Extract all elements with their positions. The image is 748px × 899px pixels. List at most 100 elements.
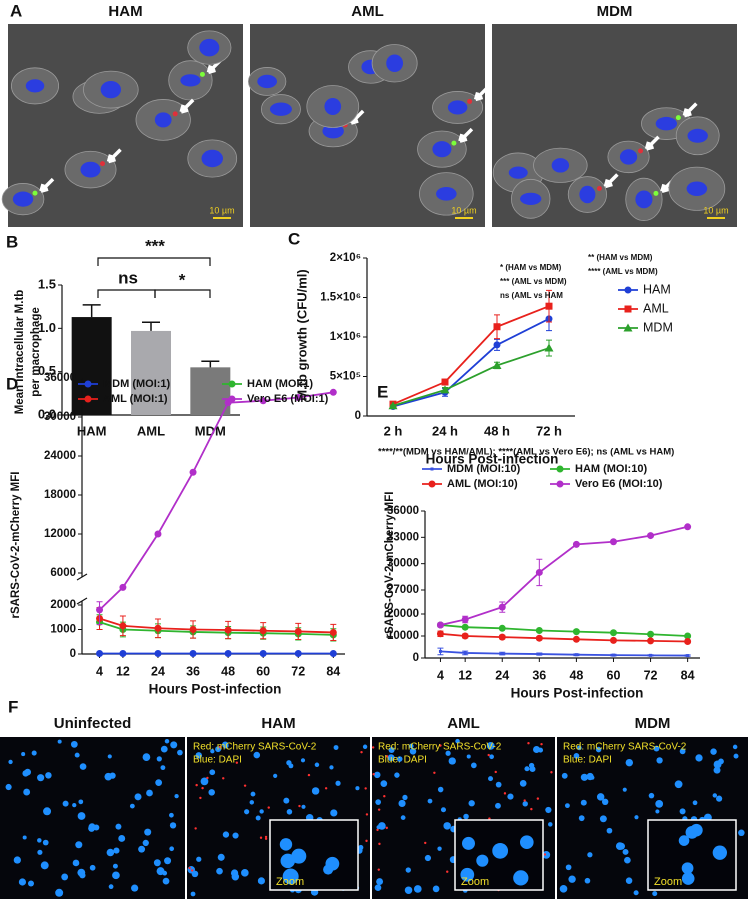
image-title: MDM xyxy=(635,715,671,732)
nucleus xyxy=(679,808,686,815)
x-tick-label: 84 xyxy=(681,668,695,682)
nucleus xyxy=(191,870,199,878)
x-tick-label: 4 xyxy=(437,668,444,682)
annotation: ****/**(MDM vs HAM/AML); ****(AML vs Ver… xyxy=(378,447,674,458)
nucleus xyxy=(486,741,495,750)
nucleus xyxy=(196,856,202,862)
data-point xyxy=(498,603,506,611)
scale-bar-label: 10 µm xyxy=(209,205,234,215)
virus xyxy=(188,866,191,870)
nucleus xyxy=(244,809,250,815)
nucleus xyxy=(564,803,570,809)
nucleus xyxy=(362,744,368,749)
nucleus xyxy=(579,185,596,204)
data-point xyxy=(647,630,655,638)
nucleus xyxy=(253,751,261,759)
nucleus xyxy=(324,98,342,115)
nucleus xyxy=(31,750,37,756)
nucleus xyxy=(288,763,294,769)
virus xyxy=(298,804,301,808)
nucleus xyxy=(291,848,307,864)
data-point xyxy=(556,465,564,473)
data-point xyxy=(647,532,655,540)
data-point xyxy=(556,480,564,488)
data-point xyxy=(329,388,337,396)
nucleus xyxy=(12,191,34,207)
nucleus xyxy=(561,772,568,779)
y-axis-label: M.tb growth (CFU/ml) xyxy=(294,269,309,400)
arrow xyxy=(106,148,122,164)
significance-bracket xyxy=(154,289,211,298)
nucleus xyxy=(177,749,183,756)
nucleus xyxy=(164,857,172,865)
bacterium xyxy=(172,111,178,117)
virus xyxy=(218,745,222,749)
y-tick-label: 27000 xyxy=(387,584,419,596)
virus xyxy=(487,753,490,757)
panel-label: C xyxy=(288,229,300,248)
nucleus xyxy=(738,829,745,837)
nucleus xyxy=(330,809,338,817)
nucleus xyxy=(533,746,541,754)
legend-label: HAM xyxy=(643,282,671,296)
nucleus xyxy=(622,848,629,855)
y-tick-label: 5×10⁵ xyxy=(330,371,361,383)
nucleus xyxy=(436,187,457,201)
nucleus xyxy=(529,766,536,773)
nucleus xyxy=(573,753,580,759)
nucleus xyxy=(273,773,278,779)
nucleus xyxy=(578,815,585,822)
nucleus xyxy=(466,754,471,759)
nucleus xyxy=(488,776,494,782)
legend-label: HAM (MOI:10) xyxy=(575,463,647,475)
legend-label: HAM (MOI:1) xyxy=(247,378,313,390)
bacterium xyxy=(467,98,473,104)
nucleus xyxy=(259,809,264,814)
data-point xyxy=(259,627,267,635)
nucleus xyxy=(652,891,658,897)
x-tick-label: 72 xyxy=(291,664,305,678)
nucleus xyxy=(601,798,609,806)
nucleus xyxy=(653,745,660,752)
nucleus xyxy=(89,864,96,871)
y-axis-label: per macrophage xyxy=(30,307,42,396)
nucleus xyxy=(692,800,698,806)
bacterium xyxy=(199,71,205,77)
nucleus xyxy=(358,844,364,851)
nucleus xyxy=(375,799,381,805)
virus xyxy=(365,839,368,843)
nucleus xyxy=(115,823,122,830)
data-point xyxy=(259,650,267,658)
x-tick-label: 2 h xyxy=(384,423,403,438)
x-tick-label: 24 h xyxy=(432,423,458,438)
nucleus xyxy=(732,744,738,750)
nucleus xyxy=(169,822,177,829)
data-point xyxy=(96,606,104,614)
nucleus xyxy=(286,809,293,815)
nucleus xyxy=(329,765,334,770)
stain-label: Blue: DAPI xyxy=(193,755,242,766)
y-tick-label: 12000 xyxy=(44,528,76,540)
x-axis-label: Hours Post-infection xyxy=(426,452,559,467)
nucleus xyxy=(455,738,460,744)
series-line xyxy=(392,347,550,407)
legend-label: MDM (MOI:10) xyxy=(447,463,521,475)
nucleus xyxy=(106,848,115,857)
nucleus xyxy=(674,780,683,789)
annotation: *** (AML vs MDM) xyxy=(500,277,567,286)
nucleus xyxy=(283,797,290,804)
x-tick-label: 4 xyxy=(96,664,103,678)
nucleus xyxy=(88,824,96,832)
stain-label: Blue: DAPI xyxy=(378,755,427,766)
data-point xyxy=(96,650,104,658)
y-tick-label: 1.0 xyxy=(38,320,56,335)
y-tick-label: 0 xyxy=(413,652,419,664)
nucleus xyxy=(633,890,639,896)
nucleus xyxy=(405,867,411,873)
nucleus xyxy=(37,849,43,855)
nucleus xyxy=(551,158,570,173)
nucleus xyxy=(21,752,26,757)
nucleus xyxy=(576,745,582,751)
data-point xyxy=(544,343,554,352)
nucleus xyxy=(376,825,381,830)
